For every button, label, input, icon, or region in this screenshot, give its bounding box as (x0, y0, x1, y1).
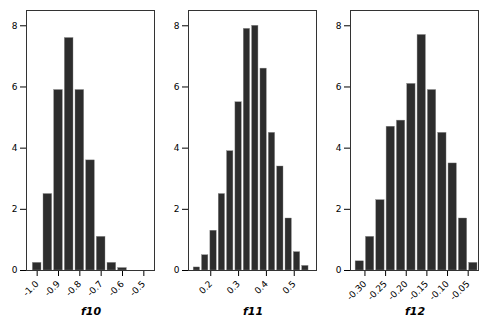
svg-text:2: 2 (174, 204, 180, 214)
svg-text:-0.5: -0.5 (128, 279, 147, 298)
svg-text:6: 6 (174, 82, 180, 92)
svg-text:-0.25: -0.25 (366, 279, 390, 303)
svg-text:-0.10: -0.10 (427, 279, 451, 303)
html-text:f12: f12 (405, 305, 425, 318)
svg-text:0: 0 (336, 265, 342, 275)
svg-text:4: 4 (12, 143, 18, 153)
svg-text:2: 2 (336, 204, 342, 214)
svg-text:6: 6 (336, 82, 342, 92)
svg-text:8: 8 (174, 21, 180, 31)
svg-text:0: 0 (174, 265, 180, 275)
svg-text:0.2: 0.2 (197, 279, 214, 296)
svg-text:4: 4 (174, 143, 180, 153)
svg-text:6: 6 (12, 82, 18, 92)
svg-text:-1.0: -1.0 (21, 279, 41, 299)
html-text:f11: f11 (243, 305, 263, 318)
svg-text:0: 0 (12, 265, 18, 275)
svg-text:4: 4 (336, 143, 342, 153)
svg-text:-0.6: -0.6 (106, 279, 126, 299)
svg-text:-0.30: -0.30 (345, 279, 369, 303)
svg-text:2: 2 (12, 204, 18, 214)
svg-text:-0.15: -0.15 (407, 279, 431, 303)
svg-text:8: 8 (336, 21, 342, 31)
svg-text:-0.8: -0.8 (64, 279, 84, 299)
svg-text:-0.7: -0.7 (85, 279, 104, 298)
svg-text:-0.05: -0.05 (448, 279, 472, 303)
svg-text:8: 8 (12, 21, 18, 31)
html-text:f10: f10 (81, 305, 101, 318)
svg-text:0.5: 0.5 (280, 279, 297, 296)
svg-text:0.3: 0.3 (225, 279, 242, 296)
svg-text:-0.20: -0.20 (386, 279, 410, 303)
svg-text:-0.9: -0.9 (42, 279, 62, 299)
svg-text:0.4: 0.4 (253, 279, 270, 296)
